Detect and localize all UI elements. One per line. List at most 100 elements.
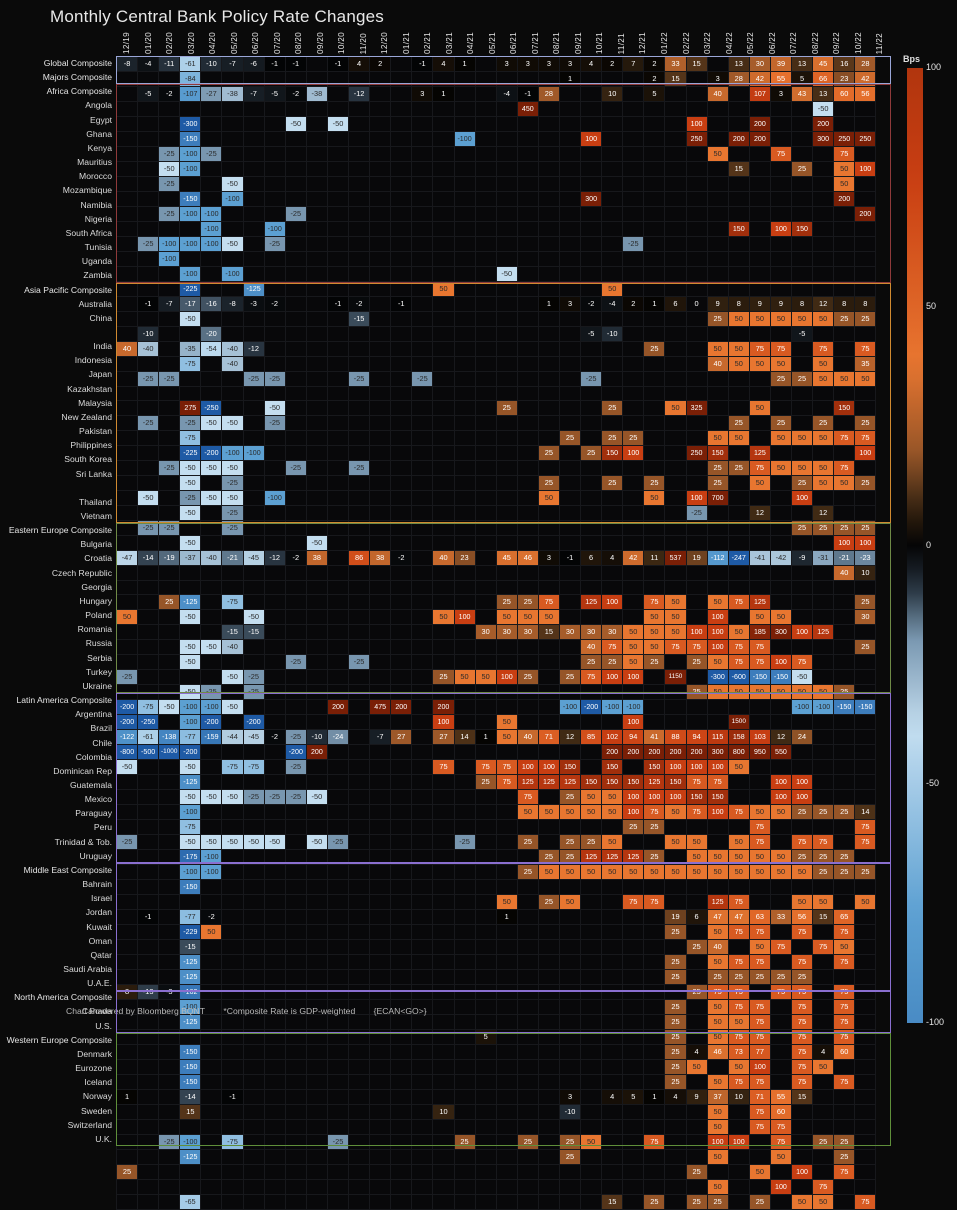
cell bbox=[284, 131, 307, 147]
cell bbox=[812, 565, 835, 582]
cell bbox=[622, 909, 645, 926]
cell: 25 bbox=[558, 834, 582, 851]
cell bbox=[812, 759, 835, 776]
cell bbox=[305, 969, 328, 986]
cell bbox=[263, 326, 286, 342]
cell: 25 bbox=[685, 654, 708, 671]
cell: 75 bbox=[833, 1014, 856, 1031]
cell bbox=[369, 371, 392, 387]
cell: -5 bbox=[790, 326, 814, 342]
cell bbox=[580, 236, 603, 252]
cell bbox=[516, 400, 539, 417]
cell: 75 bbox=[769, 1134, 793, 1151]
cell bbox=[390, 1179, 413, 1196]
cell: 50 bbox=[643, 639, 666, 656]
cell: 800 bbox=[727, 744, 750, 761]
cell bbox=[242, 774, 265, 791]
cell bbox=[558, 475, 582, 492]
cell: -25 bbox=[284, 460, 307, 477]
table-row: -50 -25 25 25 25 25 50 25 50 50 25 bbox=[115, 475, 877, 492]
cell bbox=[812, 326, 835, 342]
cell: 50 bbox=[812, 356, 835, 372]
cell bbox=[601, 909, 624, 926]
cell bbox=[115, 654, 139, 671]
cell bbox=[284, 490, 307, 507]
cell bbox=[854, 1044, 877, 1061]
cell bbox=[284, 430, 307, 447]
row-label-pakistan: Pakistan bbox=[79, 426, 112, 437]
cell: 150 bbox=[727, 221, 750, 237]
cell bbox=[664, 475, 687, 492]
cell: 125 bbox=[601, 849, 624, 866]
cell bbox=[263, 1149, 286, 1166]
cell bbox=[411, 475, 434, 492]
cell: 4 bbox=[601, 550, 624, 567]
cell bbox=[453, 594, 476, 611]
row-label-oman: Oman bbox=[88, 935, 112, 946]
cell bbox=[263, 699, 286, 716]
cell bbox=[305, 565, 328, 582]
cell: 100 bbox=[706, 759, 729, 776]
cell bbox=[537, 505, 560, 522]
table-row: 25 -125 -75 25 25 75 125 100 75 50 50 75 125 25 bbox=[115, 594, 877, 611]
cell bbox=[263, 445, 286, 462]
cell: 75 bbox=[748, 639, 771, 656]
cell bbox=[622, 609, 645, 626]
cell bbox=[305, 116, 328, 132]
cell bbox=[558, 1029, 582, 1046]
cell bbox=[790, 251, 814, 267]
cell: -25 bbox=[263, 236, 286, 252]
cell bbox=[411, 1164, 434, 1181]
cell: 100 bbox=[495, 669, 518, 686]
cell: 50 bbox=[685, 834, 708, 851]
cell bbox=[643, 714, 666, 731]
cell: 75 bbox=[748, 1074, 771, 1091]
cell: -8 bbox=[115, 56, 139, 72]
cell bbox=[411, 609, 434, 626]
table-row: -25 -50 -50 -50 -50 -50 -50 -25 -25 25 25 25 50 50 50 5… bbox=[115, 834, 877, 851]
cell: 25 bbox=[516, 834, 539, 851]
cell bbox=[474, 146, 497, 162]
cell bbox=[432, 1089, 455, 1106]
cell bbox=[453, 191, 476, 207]
cell bbox=[558, 1074, 582, 1091]
cell: 50 bbox=[537, 804, 560, 821]
cell: 25 bbox=[580, 834, 603, 851]
cell bbox=[748, 879, 771, 896]
column-header-12-19: 12/19 bbox=[122, 32, 131, 54]
cell: -10 bbox=[200, 56, 223, 72]
cell bbox=[727, 565, 750, 582]
cell bbox=[453, 1179, 476, 1196]
cell bbox=[200, 819, 223, 836]
cell: 50 bbox=[664, 624, 687, 641]
cell bbox=[558, 341, 582, 357]
cell bbox=[242, 864, 265, 881]
cell bbox=[158, 116, 181, 132]
cell: -150 bbox=[179, 191, 202, 207]
cell bbox=[685, 475, 708, 492]
cell: -14 bbox=[179, 1089, 202, 1106]
cell bbox=[643, 1044, 666, 1061]
cell bbox=[137, 669, 160, 686]
row-label-jordan: Jordan bbox=[85, 907, 112, 918]
cell: 55 bbox=[769, 1089, 793, 1106]
cell bbox=[200, 505, 223, 522]
cell: -250 bbox=[137, 714, 160, 731]
column-header-09-21: 09/21 bbox=[573, 32, 583, 54]
cell: 75 bbox=[833, 1029, 856, 1046]
cell bbox=[769, 326, 793, 342]
cell bbox=[221, 1074, 244, 1091]
cell bbox=[432, 1074, 455, 1091]
cell: -2 bbox=[263, 729, 286, 746]
cell bbox=[326, 550, 350, 567]
cell bbox=[601, 1119, 624, 1136]
cell bbox=[664, 146, 687, 162]
cell bbox=[263, 969, 286, 986]
cell bbox=[664, 714, 687, 731]
cell: 10 bbox=[727, 1089, 750, 1106]
cell: 75 bbox=[727, 954, 750, 971]
cell: -50 bbox=[221, 490, 244, 507]
cell bbox=[622, 1014, 645, 1031]
cell: -50 bbox=[495, 266, 518, 282]
cell bbox=[115, 1179, 139, 1196]
